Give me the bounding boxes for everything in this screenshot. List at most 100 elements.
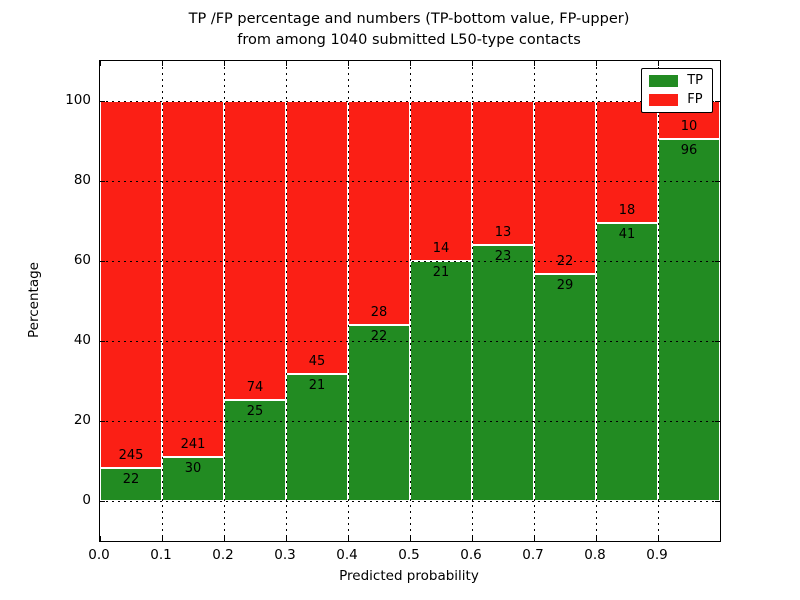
- x-tick-mark: [595, 536, 597, 541]
- y-tick-label: 60: [73, 252, 91, 268]
- tp-count-label: 96: [680, 142, 698, 158]
- tp-count-label: 23: [494, 249, 512, 265]
- chart-title-line1: TP /FP percentage and numbers (TP-bottom…: [188, 11, 630, 27]
- gridline-vertical: [595, 61, 597, 541]
- x-tick-label: 0.4: [336, 547, 358, 563]
- bar-segment-tp: [100, 468, 162, 501]
- x-tick-label: 0.8: [584, 547, 606, 563]
- bar-segment-tp: [410, 261, 472, 501]
- x-tick-mark: [471, 61, 473, 66]
- bar-segment-fp: [534, 101, 596, 274]
- x-tick-label: 0.2: [212, 547, 234, 563]
- bar-segment-fp: [286, 101, 348, 374]
- fp-count-label: 13: [494, 225, 512, 241]
- y-tick-label: 80: [73, 172, 91, 188]
- x-tick-mark: [285, 536, 287, 541]
- tp-count-label: 41: [618, 227, 636, 243]
- bar-segment-tp: [658, 138, 720, 501]
- x-tick-mark: [223, 61, 225, 66]
- gridline-vertical: [161, 61, 163, 541]
- legend: TP FP: [641, 68, 713, 113]
- y-tick-mark: [715, 500, 720, 502]
- fp-count-label: 22: [556, 253, 574, 269]
- gridline-vertical: [533, 61, 535, 541]
- x-tick-mark: [99, 61, 101, 66]
- x-tick-mark: [223, 536, 225, 541]
- y-tick-mark: [100, 180, 105, 182]
- y-tick-label: 100: [65, 92, 91, 108]
- gridline-vertical: [347, 61, 349, 541]
- x-tick-label: 0.9: [646, 547, 668, 563]
- legend-label-fp: FP: [687, 92, 703, 107]
- legend-row-tp: TP: [649, 74, 703, 88]
- x-tick-mark: [409, 61, 411, 66]
- x-tick-mark: [161, 536, 163, 541]
- bar-segment-fp: [472, 101, 534, 246]
- x-tick-label: 0.6: [460, 547, 482, 563]
- bar-segment-tp: [162, 456, 224, 501]
- fp-count-label: 45: [308, 353, 326, 369]
- fp-count-label: 245: [118, 448, 144, 464]
- y-tick-mark: [100, 100, 105, 102]
- x-axis-label: Predicted probability: [339, 568, 479, 584]
- y-tick-mark: [100, 340, 105, 342]
- fp-count-label: 241: [180, 436, 206, 452]
- x-tick-mark: [595, 61, 597, 66]
- bar-segment-tp: [472, 245, 534, 501]
- x-tick-mark: [285, 61, 287, 66]
- y-tick-mark: [100, 420, 105, 422]
- bar-segment-fp: [348, 101, 410, 325]
- legend-label-tp: TP: [687, 73, 703, 88]
- tp-count-label: 22: [370, 329, 388, 344]
- gridline-vertical: [223, 61, 225, 541]
- fp-count-label: 18: [618, 203, 636, 219]
- chart-title-line2: from among 1040 submitted L50-type conta…: [237, 32, 581, 48]
- x-tick-mark: [161, 61, 163, 66]
- bar-segment-fp: [100, 101, 162, 469]
- bar-segment-tp: [534, 273, 596, 501]
- fp-count-label: 74: [246, 379, 264, 395]
- x-tick-mark: [347, 536, 349, 541]
- gridline-vertical: [471, 61, 473, 541]
- legend-swatch-fp: [649, 94, 679, 106]
- y-tick-label: 20: [73, 412, 91, 428]
- x-tick-label: 0.0: [88, 547, 110, 563]
- tp-count-label: 21: [308, 377, 326, 393]
- fp-count-label: 10: [680, 118, 698, 134]
- y-tick-label: 40: [73, 332, 91, 348]
- y-tick-mark: [715, 260, 720, 262]
- bar-segment-fp: [596, 101, 658, 224]
- y-tick-mark: [100, 500, 105, 502]
- y-axis-label: Percentage: [26, 262, 42, 338]
- x-tick-mark: [99, 536, 101, 541]
- tp-count-label: 29: [556, 277, 574, 293]
- x-tick-mark: [409, 536, 411, 541]
- legend-row-fp: FP: [649, 93, 703, 107]
- y-tick-mark: [715, 420, 720, 422]
- y-tick-mark: [100, 260, 105, 262]
- tp-count-label: 21: [432, 265, 450, 280]
- x-tick-label: 0.7: [522, 547, 544, 563]
- bar-segment-tp: [348, 325, 410, 501]
- x-tick-mark: [471, 536, 473, 541]
- x-tick-mark: [657, 61, 659, 66]
- gridline-vertical: [285, 61, 287, 541]
- x-tick-label: 0.1: [150, 547, 172, 563]
- x-tick-mark: [533, 536, 535, 541]
- bar-segment-tp: [596, 223, 658, 501]
- tp-count-label: 25: [246, 403, 264, 419]
- x-tick-mark: [657, 536, 659, 541]
- bar-segment-fp: [224, 101, 286, 400]
- y-tick-mark: [715, 180, 720, 182]
- tp-count-label: 30: [184, 460, 202, 476]
- legend-swatch-tp: [649, 75, 679, 87]
- x-tick-label: 0.3: [274, 547, 296, 563]
- y-tick-mark: [715, 100, 720, 102]
- fp-count-label: 14: [432, 241, 450, 256]
- bar-segment-fp: [162, 101, 224, 457]
- x-tick-label: 0.5: [398, 547, 420, 563]
- y-tick-label: 0: [82, 492, 91, 508]
- y-tick-mark: [715, 340, 720, 342]
- gridline-vertical: [657, 61, 659, 541]
